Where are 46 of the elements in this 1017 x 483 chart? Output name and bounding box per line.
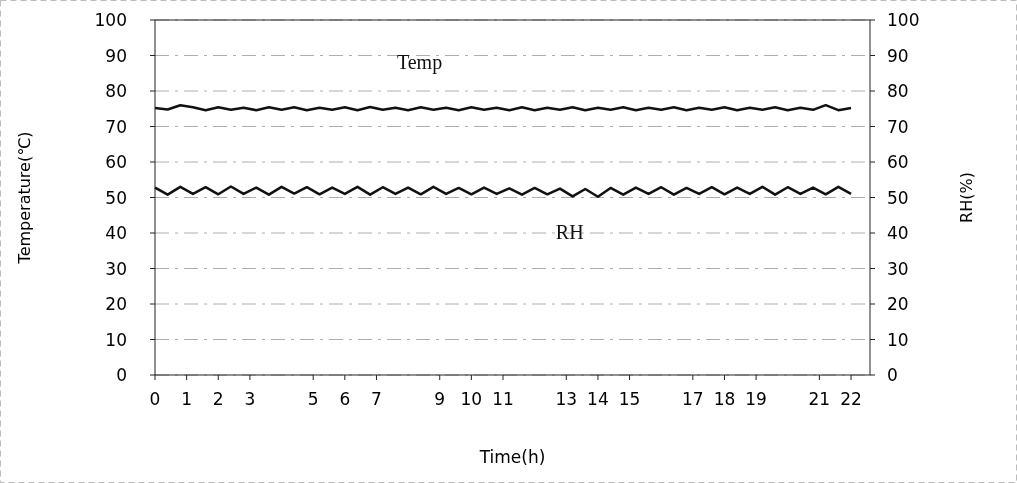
x-tick-label: 13 <box>555 389 578 409</box>
x-tick-label: 18 <box>713 389 736 409</box>
y2-tick-label: 30 <box>887 258 909 279</box>
y2-tick-label: 20 <box>887 294 909 314</box>
y2-axis-title: RH(%) <box>957 172 976 223</box>
y-tick-label: 60 <box>105 152 127 172</box>
y-tick-label: 0 <box>116 365 127 385</box>
y2-tick-label: 0 <box>887 365 898 385</box>
y2-tick-label: 90 <box>887 45 909 66</box>
y2-tick-label: 60 <box>887 152 909 172</box>
x-tick-label: 6 <box>339 389 351 409</box>
y2-tick-label: 80 <box>887 81 909 101</box>
y-tick-label: 80 <box>105 81 127 101</box>
x-tick-label: 11 <box>492 389 514 409</box>
x-tick-label: 3 <box>244 389 256 409</box>
y2-tick-label: 70 <box>887 116 909 137</box>
y2-tick-label: 100 <box>887 10 920 30</box>
series-label: RH <box>555 220 584 243</box>
y-tick-label: 50 <box>105 187 127 208</box>
x-axis-title: Time(h) <box>478 447 546 467</box>
x-tick-label: 7 <box>371 389 382 409</box>
x-tick-label: 14 <box>587 389 609 409</box>
series-label: Temp <box>396 50 443 74</box>
y-tick-label: 70 <box>105 116 127 137</box>
y-tick-label: 20 <box>105 294 127 314</box>
y2-tick-label: 10 <box>887 329 909 350</box>
x-tick-label: 17 <box>682 389 704 409</box>
y-tick-label: 40 <box>105 223 127 243</box>
x-tick-label: 2 <box>212 389 224 409</box>
x-tick-label: 21 <box>808 389 831 409</box>
y-tick-label: 90 <box>105 45 127 66</box>
y-tick-label: 100 <box>94 10 127 30</box>
line-series <box>153 185 853 199</box>
y-axis-title: Temperature(℃) <box>15 131 34 265</box>
y2-tick-label: 40 <box>887 223 909 243</box>
x-tick-label: 1 <box>181 389 193 409</box>
y-tick-label: 10 <box>105 329 127 350</box>
x-tick-label: 19 <box>745 389 767 409</box>
x-tick-label: 0 <box>149 389 161 409</box>
x-tick-label: 5 <box>307 389 319 409</box>
y2-tick-label: 50 <box>887 187 909 208</box>
x-tick-label: 9 <box>434 389 446 409</box>
x-tick-label: 22 <box>840 389 862 409</box>
x-tick-label: 10 <box>460 389 483 409</box>
x-tick-label: 15 <box>618 389 641 409</box>
y-tick-label: 30 <box>105 258 127 279</box>
